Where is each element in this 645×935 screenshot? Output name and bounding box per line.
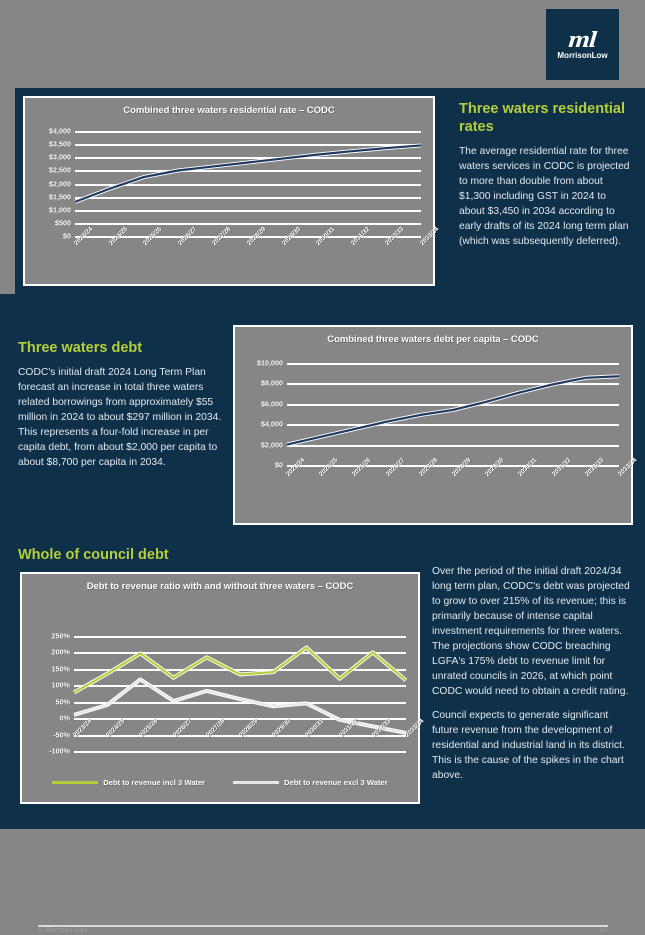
- footer-page-number: 14: [599, 927, 607, 934]
- y-axis-tick-label: $2,000: [261, 440, 283, 450]
- y-axis-tick-label: 200%: [51, 647, 70, 657]
- y-axis-tick-label: $0: [275, 460, 283, 470]
- logo-wordmark: MorrisonLow: [557, 51, 608, 60]
- council-debt-text-panel: Over the period of the initial draft 202…: [432, 564, 632, 814]
- gridline: [75, 183, 421, 186]
- x-axis-tick-label: 2033/34: [617, 456, 639, 478]
- gridline: [75, 157, 421, 160]
- legend-swatch-excl-3water: [233, 781, 280, 784]
- debt-heading: Three waters debt: [18, 340, 143, 356]
- morrisonlow-logo: ml MorrisonLow: [546, 9, 619, 80]
- x-axis-tick-label: 2033/34: [404, 717, 426, 739]
- y-axis-tick-label: 50%: [55, 697, 70, 707]
- gridline: [75, 131, 421, 133]
- legend-label-excl-3water: Debt to revenue excl 3 Water: [284, 778, 388, 787]
- council-debt-heading: Whole of council debt: [18, 547, 169, 563]
- y-axis-tick-label: 150%: [51, 664, 70, 674]
- gridline: [74, 636, 406, 638]
- legend-label-incl-3water: Debt to revenue incl 3 Water: [103, 778, 206, 787]
- gridline: [75, 144, 421, 147]
- residential-text-panel: Three waters residential rates The avera…: [445, 88, 645, 294]
- gridline: [287, 383, 619, 386]
- residential-heading: Three waters residential rates: [459, 101, 626, 136]
- plot-area-debt-revenue: 250% 200% 150% 100% 50% 0% -50% -100%: [49, 632, 408, 756]
- council-debt-body-2: Council expects to generate significant …: [432, 710, 625, 782]
- gridline: [74, 652, 406, 655]
- gridline: [287, 363, 619, 365]
- y-axis-tick-label: $6,000: [261, 399, 283, 409]
- council-debt-body-1: Over the period of the initial draft 202…: [432, 566, 630, 698]
- chart-legend-debt-revenue: Debt to revenue incl 3 Water Debt to rev…: [22, 778, 418, 787]
- debt-body: CODC's initial draft 2024 Long Term Plan…: [18, 367, 222, 469]
- chart-title-debt-revenue: Debt to revenue ratio with and without t…: [86, 581, 354, 592]
- residential-body: The average residential rate for three w…: [459, 146, 630, 248]
- logo-monogram: ml: [567, 27, 598, 52]
- y-axis-tick-label: $3,000: [49, 152, 71, 162]
- x-axis-tick-label: 2033/34: [419, 225, 441, 247]
- y-axis-tick-label: 250%: [51, 631, 70, 641]
- gridline: [74, 751, 406, 753]
- y-axis-tick-label: $1,000: [49, 205, 71, 215]
- series-lines: [74, 143, 422, 204]
- chart-debt-to-revenue: Debt to revenue ratio with and without t…: [20, 572, 425, 804]
- footer-copyright: © Morrison Low: [38, 927, 88, 934]
- gridline: [75, 196, 421, 199]
- series-lines: [286, 374, 620, 447]
- section-three-waters-debt: Three waters debt CODC's initial draft 2…: [0, 294, 645, 534]
- gridline: [74, 685, 406, 688]
- y-axis-tick-label: $3,500: [49, 139, 71, 149]
- y-axis-tick-label: $4,000: [261, 419, 283, 429]
- gridline: [74, 718, 406, 721]
- y-axis-tick-label: $8,000: [261, 378, 283, 388]
- y-axis-tick-label: $1,500: [49, 192, 71, 202]
- section-whole-council-debt: Whole of council debt Debt to revenue ra…: [0, 534, 645, 829]
- section-residential-rates: Combined three waters residential rate –…: [15, 88, 645, 294]
- chart-title-residential: Combined three waters residential rate –…: [123, 105, 335, 116]
- plot-area-debt-capita: $10,000 $8,000 $6,000 $4,000 $2,000 $0: [257, 359, 620, 470]
- y-axis-tick-label: 100%: [51, 680, 70, 690]
- gridline: [74, 701, 406, 704]
- y-axis-tick-label: $4,000: [49, 126, 71, 136]
- legend-item-excl-3water: Debt to revenue excl 3 Water: [233, 778, 388, 787]
- y-axis-tick-label: $2,500: [49, 165, 71, 175]
- debt-text-panel: Three waters debt CODC's initial draft 2…: [18, 339, 226, 519]
- y-axis-tick-label: $0: [63, 231, 71, 241]
- y-axis-tick-label: 0%: [59, 713, 70, 723]
- plot-area-residential: $4,000 $3,500 $3,000 $2,500 $2,000 $1,500 $1,0…: [49, 127, 422, 241]
- y-axis-tick-label: $10,000: [257, 358, 283, 368]
- chart-title-debt-capita: Combined three waters debt per capita – …: [327, 334, 539, 345]
- gridline: [74, 734, 406, 737]
- footer-divider: [38, 925, 608, 927]
- gridline: [75, 209, 421, 212]
- y-axis-tick-label: $500: [55, 218, 71, 228]
- gridline: [74, 668, 406, 671]
- series-lines: [73, 645, 408, 735]
- chart-debt-per-capita: Combined three waters debt per capita – …: [233, 325, 638, 525]
- gridline: [75, 222, 421, 225]
- gridline: [287, 444, 619, 447]
- legend-item-incl-3water: Debt to revenue incl 3 Water: [52, 778, 205, 787]
- chart-residential-rate: Combined three waters residential rate –…: [23, 96, 440, 286]
- gridline: [287, 465, 619, 467]
- y-axis-tick-label: -50%: [53, 730, 70, 740]
- gridline: [75, 170, 421, 173]
- gridline: [287, 424, 619, 427]
- gridline: [287, 403, 619, 406]
- legend-swatch-incl-3water: [52, 781, 99, 784]
- y-axis-tick-label: $2,000: [49, 179, 71, 188]
- gridline: [75, 236, 421, 238]
- y-axis-tick-label: -100%: [49, 746, 70, 756]
